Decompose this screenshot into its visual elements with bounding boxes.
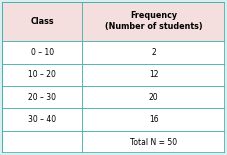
Text: 10 – 20: 10 – 20 xyxy=(28,70,56,79)
Text: Total N = 50: Total N = 50 xyxy=(130,138,177,147)
Text: 20 – 30: 20 – 30 xyxy=(28,93,56,102)
Bar xyxy=(82,86,225,108)
Bar xyxy=(2,131,82,153)
Bar xyxy=(82,41,225,64)
Bar xyxy=(2,64,82,86)
Text: 12: 12 xyxy=(149,70,158,79)
Text: 30 – 40: 30 – 40 xyxy=(28,115,56,124)
Text: 16: 16 xyxy=(149,115,158,124)
Bar xyxy=(82,64,225,86)
Bar xyxy=(82,108,225,131)
Text: Class: Class xyxy=(30,17,54,26)
Bar xyxy=(2,2,82,41)
Text: 2: 2 xyxy=(151,48,156,57)
Bar xyxy=(2,86,82,108)
Text: Frequency
(Number of students): Frequency (Number of students) xyxy=(105,11,202,31)
Text: 0 – 10: 0 – 10 xyxy=(31,48,54,57)
Bar xyxy=(2,108,82,131)
Bar xyxy=(2,41,82,64)
Text: 20: 20 xyxy=(149,93,158,102)
Bar xyxy=(82,2,225,41)
Bar xyxy=(82,131,225,153)
